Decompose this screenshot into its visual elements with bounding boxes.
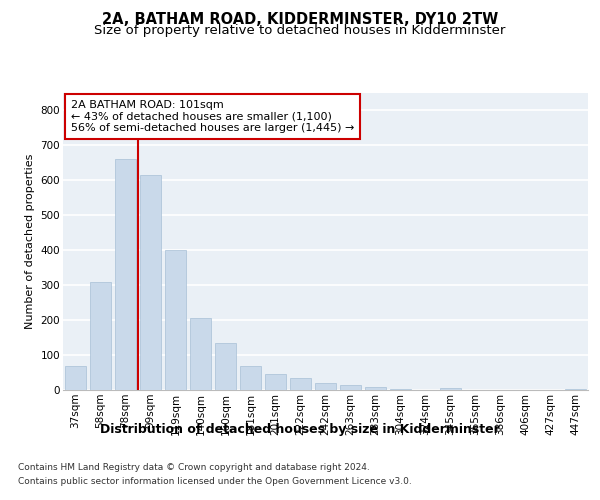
Bar [65,366,86,390]
Bar [315,383,336,390]
Text: Distribution of detached houses by size in Kidderminster: Distribution of detached houses by size … [100,422,500,436]
Text: 2A BATHAM ROAD: 101sqm
← 43% of detached houses are smaller (1,100)
56% of semi-: 2A BATHAM ROAD: 101sqm ← 43% of detached… [71,100,354,133]
Bar [190,318,211,390]
Bar [115,159,136,390]
Text: Contains HM Land Registry data © Crown copyright and database right 2024.: Contains HM Land Registry data © Crown c… [18,464,370,472]
Bar [340,385,361,390]
Bar [365,386,386,390]
Bar [290,378,311,390]
Bar [90,282,111,390]
Text: 2A, BATHAM ROAD, KIDDERMINSTER, DY10 2TW: 2A, BATHAM ROAD, KIDDERMINSTER, DY10 2TW [102,12,498,28]
Bar [140,175,161,390]
Text: Size of property relative to detached houses in Kidderminster: Size of property relative to detached ho… [94,24,506,37]
Bar [390,389,411,390]
Bar [265,374,286,390]
Y-axis label: Number of detached properties: Number of detached properties [25,154,35,329]
Bar [215,343,236,390]
Bar [440,388,461,390]
Text: Contains public sector information licensed under the Open Government Licence v3: Contains public sector information licen… [18,477,412,486]
Bar [565,389,586,390]
Bar [165,250,186,390]
Bar [240,366,261,390]
